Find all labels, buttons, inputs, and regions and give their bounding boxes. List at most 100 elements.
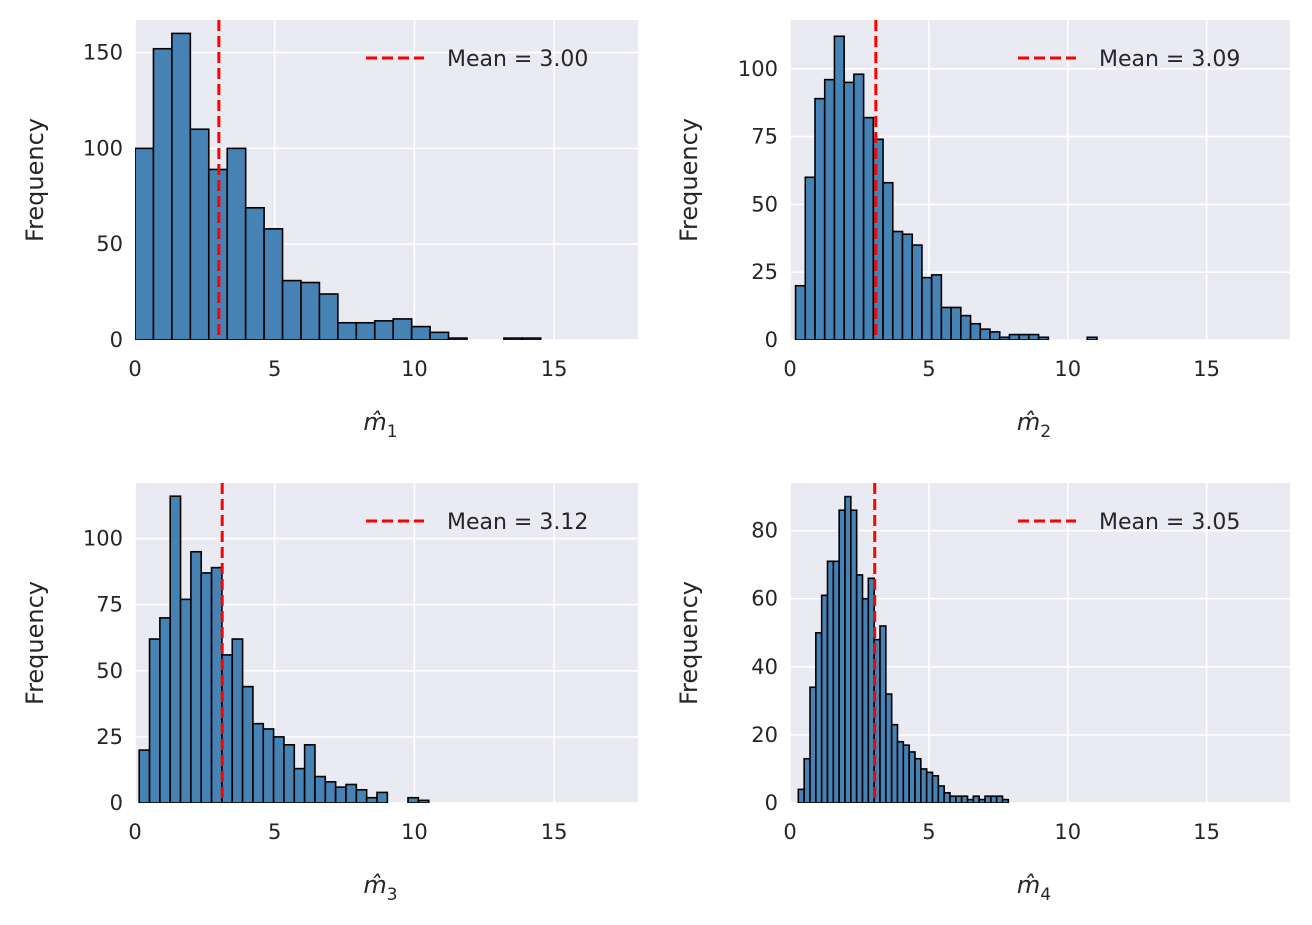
- histogram-bar: [1018, 333, 1030, 340]
- histogram-bar: [179, 598, 192, 803]
- y-tick-label: 100: [738, 57, 778, 81]
- histogram-bar: [521, 337, 542, 340]
- histogram-bar: [152, 47, 173, 340]
- x-axis-label: m̂4: [1017, 871, 1051, 905]
- histogram-bar: [324, 781, 337, 803]
- x-tick-label: 5: [922, 820, 935, 844]
- histogram-panel: 0 5 10 15 0 25 50 75 100 m̂2 Frequency Mean = 3.09: [675, 20, 1290, 442]
- histogram-bar: [979, 328, 991, 340]
- histogram-bar: [303, 744, 316, 803]
- y-tick-label: 0: [110, 791, 123, 815]
- histogram-panel: 0 5 10 15 0 25 50 75 100 m̂3 Frequency Mean = 3.12: [21, 483, 638, 905]
- histogram-bar: [960, 795, 969, 803]
- y-tick-label: 100: [83, 136, 123, 160]
- y-tick-label: 25: [96, 725, 123, 749]
- histogram-bar: [135, 147, 155, 340]
- y-tick-label: 75: [751, 125, 778, 149]
- x-tick-label: 10: [1054, 820, 1081, 844]
- histogram-bar: [376, 791, 389, 803]
- histogram-bar: [355, 321, 376, 340]
- histogram-bar: [925, 771, 934, 803]
- histogram-bar: [882, 181, 894, 340]
- histogram-bar: [1037, 336, 1050, 340]
- histogram-bar: [138, 749, 151, 803]
- y-axis-label: Frequency: [675, 581, 703, 705]
- histogram-bar: [943, 791, 951, 803]
- histogram-bar: [940, 306, 952, 340]
- histogram-bar: [901, 233, 914, 340]
- x-axis-label: m̂1: [363, 408, 397, 442]
- histogram-bar: [931, 774, 940, 803]
- bars: [135, 32, 542, 340]
- y-tick-label: 80: [751, 519, 778, 543]
- y-tick-label: 20: [751, 723, 778, 747]
- histogram-bar: [989, 331, 1001, 340]
- histogram-bar: [337, 321, 358, 340]
- histogram-bar: [833, 35, 845, 340]
- histogram-bar: [241, 685, 254, 803]
- histogram-bar: [373, 320, 395, 340]
- y-tick-label: 40: [751, 655, 778, 679]
- legend-label: Mean = 3.12: [447, 510, 588, 535]
- y-tick-label: 25: [751, 260, 778, 284]
- legend-label: Mean = 3.09: [1099, 47, 1240, 72]
- histogram-bar: [300, 281, 321, 340]
- histogram-bar: [797, 788, 805, 803]
- histogram-bar: [861, 597, 870, 803]
- y-tick-label: 60: [751, 587, 778, 611]
- x-axis-label: m̂3: [363, 871, 397, 905]
- histogram-bar: [200, 572, 213, 803]
- histogram-bar: [862, 116, 875, 340]
- histogram-bar: [1001, 798, 1010, 803]
- histogram-bar: [804, 176, 816, 340]
- histogram-bar: [803, 757, 811, 803]
- histogram-bar: [832, 560, 840, 803]
- histogram-bar: [410, 325, 431, 340]
- histogram-bar: [272, 736, 285, 803]
- histogram-bar: [503, 337, 524, 340]
- histogram-bar: [794, 284, 807, 340]
- histogram-bar: [281, 279, 302, 340]
- x-tick-label: 15: [541, 820, 568, 844]
- histogram-bar: [355, 788, 368, 803]
- histogram-bar: [190, 550, 203, 803]
- x-tick-label: 15: [1193, 820, 1220, 844]
- histogram-bar: [972, 795, 980, 803]
- histogram-bar: [210, 566, 223, 803]
- histogram-bar: [407, 796, 420, 803]
- histogram-bar: [998, 336, 1011, 340]
- histogram-bar: [850, 509, 858, 803]
- histogram-bar: [920, 768, 928, 803]
- histogram-bar: [417, 799, 430, 803]
- histogram-bar: [820, 594, 829, 803]
- histogram-bar: [815, 631, 823, 803]
- histogram-bar: [890, 723, 899, 803]
- histogram-bar: [966, 798, 975, 803]
- histogram-bar: [978, 798, 986, 803]
- histogram-bar: [334, 786, 347, 803]
- histogram-bar: [955, 795, 963, 803]
- x-tick-label: 5: [268, 357, 281, 381]
- x-tick-label: 10: [401, 357, 428, 381]
- histogram-bar: [392, 318, 413, 340]
- x-tick-label: 0: [128, 820, 141, 844]
- histogram-bar: [885, 693, 893, 803]
- histogram-bar: [189, 128, 210, 340]
- y-tick-label: 50: [96, 659, 123, 683]
- y-tick-label: 50: [751, 192, 778, 216]
- legend-label: Mean = 3.05: [1099, 510, 1240, 535]
- y-tick-label: 0: [110, 328, 123, 352]
- histogram-bar: [148, 638, 161, 803]
- y-axis-label: Frequency: [675, 118, 703, 242]
- histogram-bar: [159, 617, 172, 803]
- histogram-bar: [809, 686, 817, 803]
- histogram-bar: [314, 775, 327, 803]
- histogram-bar: [345, 783, 358, 803]
- legend: Mean = 3.12: [366, 510, 588, 535]
- histogram-bar: [921, 276, 933, 340]
- histogram-bar: [447, 337, 468, 340]
- histogram-bar: [826, 560, 835, 803]
- histogram-bar: [263, 228, 284, 340]
- histogram-bar: [226, 147, 247, 340]
- legend-label: Mean = 3.00: [447, 47, 588, 72]
